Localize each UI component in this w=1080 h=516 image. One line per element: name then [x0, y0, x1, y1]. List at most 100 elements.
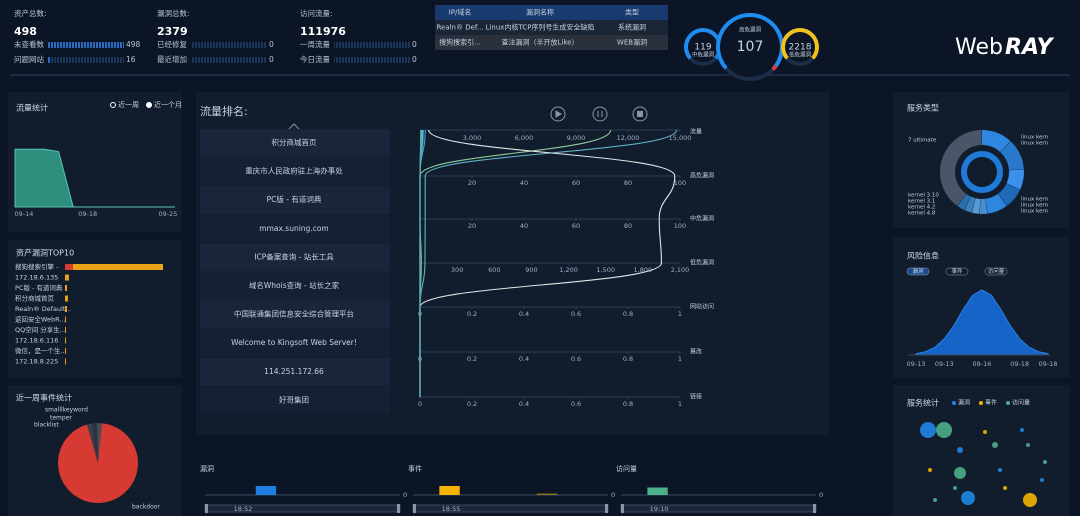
site-name[interactable]: 中国联通集团信息安全综合管理平台	[234, 309, 354, 319]
tick-label: 600	[488, 266, 500, 274]
radio-label[interactable]: 近一个月	[154, 100, 182, 109]
site-name[interactable]: 域名Whois查询 - 站长之家	[249, 280, 340, 290]
slice-label: smalllkeyword	[45, 407, 88, 414]
radio[interactable]	[146, 102, 152, 108]
site-name[interactable]: mmax.suning.com	[259, 224, 328, 233]
slider-handle[interactable]	[621, 504, 624, 513]
stat-label: 今日流量	[300, 54, 330, 64]
stop-button[interactable]	[632, 106, 648, 122]
tick-label: 1,200	[559, 266, 578, 274]
stat-label: 最近增加	[157, 54, 187, 64]
donut-slice	[1000, 141, 1024, 171]
tick-label: 1	[678, 355, 682, 363]
bar-track	[334, 57, 410, 63]
bar	[65, 358, 66, 365]
time-label: 18:55	[442, 505, 461, 513]
tab-label[interactable]: 访问量	[988, 267, 1005, 275]
x-tick-label: 09-18	[1010, 360, 1029, 368]
site-name[interactable]: PC版 - 有道词典	[267, 194, 322, 204]
tick-label: 100	[674, 179, 686, 187]
site-name[interactable]: 重庆市人民政府驻上海办事处	[245, 166, 343, 176]
stat-label: 一周流量	[300, 39, 330, 49]
tick-label: 6,000	[515, 134, 534, 142]
axis-name: 低危漏洞	[690, 259, 714, 267]
bar	[536, 493, 558, 495]
tick-label: 1,500	[596, 266, 615, 274]
slider-handle[interactable]	[605, 504, 608, 513]
row-label: 172.18.6.135	[15, 274, 58, 282]
timeline-title: 漏洞	[200, 464, 214, 473]
x-tick-label: 09-25	[159, 210, 178, 218]
stat-total: 498	[14, 25, 37, 38]
radio[interactable]	[110, 102, 116, 108]
slider-handle[interactable]	[397, 504, 400, 513]
tick-label: 1	[678, 400, 682, 408]
tick-label: 0	[418, 400, 422, 408]
panel-title: 流量统计	[16, 103, 48, 113]
tab[interactable]	[945, 267, 969, 276]
pause-button[interactable]	[592, 106, 608, 122]
site-name[interactable]: 114.251.172.66	[264, 367, 324, 376]
gauge-value: 107	[737, 39, 764, 55]
play-button[interactable]	[550, 106, 566, 122]
slice-label: temper	[50, 415, 72, 422]
slider-handle[interactable]	[813, 504, 816, 513]
tab[interactable]	[984, 267, 1008, 276]
column-header: 类型	[625, 8, 639, 17]
site-name[interactable]: Welcome to Kingsoft Web Server!	[231, 338, 357, 347]
tick-label: 0.2	[467, 355, 477, 363]
risk-area	[915, 289, 1049, 356]
tick-label: 0.8	[623, 355, 633, 363]
legend-dot	[979, 401, 983, 405]
radio-label[interactable]: 近一周	[118, 100, 139, 109]
bubble	[920, 422, 936, 438]
donut-inner	[961, 151, 1003, 193]
site-name[interactable]: 积分商城首页	[272, 137, 317, 147]
panel-title: 近一周事件统计	[16, 393, 72, 403]
legend-dot	[1006, 401, 1010, 405]
gauge-value: 2218	[789, 43, 812, 53]
tab-label[interactable]: 漏洞	[912, 267, 924, 275]
tab[interactable]	[906, 267, 930, 276]
x-tick-label: 09-18	[78, 210, 97, 218]
table-cell: 搜狗搜索引...	[439, 38, 481, 47]
bubble	[1020, 428, 1024, 432]
tick-label: 0.2	[467, 400, 477, 408]
donut-slice	[971, 198, 981, 214]
stat-label: 问题网站	[14, 54, 44, 64]
panel-title: 风险信息	[907, 251, 939, 261]
bar	[65, 264, 163, 270]
site-name[interactable]: 好哥集团	[279, 394, 309, 404]
donut-slice	[998, 183, 1021, 206]
bar-track	[191, 42, 267, 48]
bar-track	[48, 57, 124, 63]
list-row	[200, 243, 390, 272]
bubble	[983, 430, 987, 434]
panel-title: 流量排名:	[200, 104, 248, 118]
slider-handle[interactable]	[413, 504, 416, 513]
site-line	[419, 129, 422, 397]
pie-slice	[91, 423, 98, 463]
scroll-up[interactable]	[288, 123, 300, 130]
stat-title: 漏洞总数:	[157, 8, 190, 18]
pie-slice	[86, 423, 98, 463]
bar	[255, 486, 277, 495]
tick-label: 0.8	[623, 310, 633, 318]
table-row	[435, 35, 668, 50]
tick-label: 0.4	[519, 310, 529, 318]
bubble	[961, 491, 975, 505]
gauge-label: 高危漏洞	[739, 26, 762, 34]
row-label: PC版 - 有道词典	[15, 283, 63, 292]
tab-label[interactable]: 事件	[951, 267, 963, 275]
site-name[interactable]: ICP备案查询 - 站长工具	[254, 251, 334, 261]
traffic-area	[14, 148, 175, 208]
stop-icon	[637, 111, 643, 117]
slider-handle[interactable]	[205, 504, 208, 513]
stat-value: 16	[126, 55, 136, 64]
tick-label: 15,000	[669, 134, 692, 142]
gauge-arc	[781, 27, 819, 60]
axis-name: 高危漏洞	[690, 172, 714, 180]
tick-label: 12,000	[617, 134, 640, 142]
bar	[65, 348, 66, 354]
x-tick-label: 09-16	[973, 360, 992, 368]
